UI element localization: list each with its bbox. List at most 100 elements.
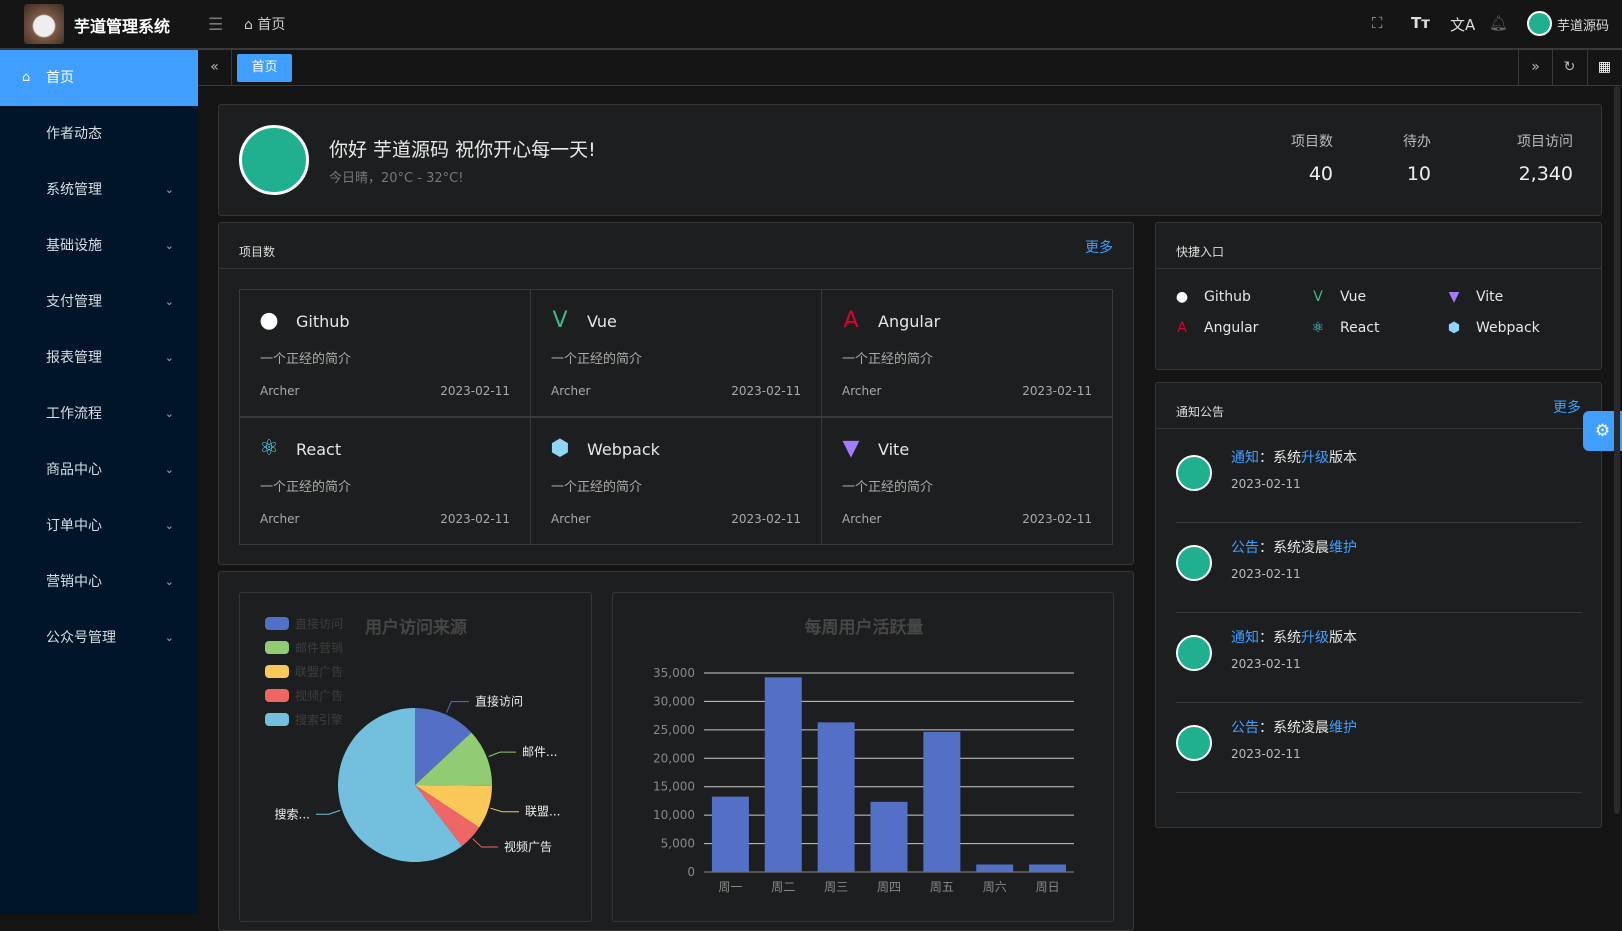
notice-text: 版本	[1329, 630, 1357, 646]
notice-text: 系统	[1273, 450, 1301, 466]
grid-menu-icon[interactable]: ▦	[1587, 50, 1621, 85]
vue-icon: V	[1313, 289, 1323, 305]
stat-value: 2,340	[1518, 163, 1573, 185]
sidebar-item[interactable]: 订单中心 ⌄	[0, 498, 198, 554]
react-icon: ⚛	[259, 436, 279, 461]
shortcut-link[interactable]: ▼ Vite	[1444, 289, 1504, 305]
scroll-right-icon[interactable]: »	[1518, 50, 1552, 85]
project-name: React	[296, 440, 342, 459]
chevron-down-icon: ⌄	[164, 631, 174, 644]
menu-fold-icon[interactable]: ☰	[208, 15, 224, 35]
notice-text: 系统凌晨	[1273, 540, 1329, 556]
bar	[976, 864, 1014, 872]
shortcut-link[interactable]: ● Github	[1172, 289, 1251, 305]
notice-title[interactable]: 公告：系统凌晨维护	[1231, 537, 1357, 557]
notice-item[interactable]: 通知：系统升级版本 2023-02-11	[1176, 613, 1582, 703]
chart-title: 用户访问来源	[365, 617, 467, 638]
stat-label: 待办	[1403, 134, 1431, 150]
notice-title[interactable]: 通知：系统升级版本	[1231, 627, 1357, 647]
notice-item[interactable]: 通知：系统升级版本 2023-02-11	[1176, 433, 1582, 523]
bar-chart: 每周用户活跃量 0 5,000 10,000 15,000 20,000 25,000 30,…	[653, 617, 1074, 894]
react-icon: ⚛	[1311, 320, 1325, 336]
bar	[764, 677, 802, 872]
sidebar-item[interactable]: 商品中心 ⌄	[0, 442, 198, 498]
notice-highlight: 升级	[1301, 630, 1329, 646]
sidebar-item[interactable]: 支付管理 ⌄	[0, 274, 198, 330]
username[interactable]: 芋道源码	[1557, 19, 1610, 34]
shortcut-label: Vite	[1476, 289, 1504, 305]
x-tick-label: 周四	[877, 880, 901, 894]
project-name: Vue	[587, 312, 617, 331]
legend-swatch	[265, 689, 289, 702]
stat-value: 40	[1308, 163, 1333, 185]
shortcut-link[interactable]: ⚛ React	[1308, 320, 1380, 336]
legend-swatch	[265, 665, 289, 678]
project-item[interactable]: ⬢ Webpack 一个正经的简介 Archer 2023-02-11	[530, 417, 822, 545]
translate-icon[interactable]: 文A	[1450, 16, 1476, 34]
notice-date: 2023-02-11	[1231, 477, 1301, 491]
stat-projects: 项目数 40	[1291, 131, 1333, 185]
notice-date: 2023-02-11	[1231, 747, 1301, 761]
project-item[interactable]: ▼ Vite 一个正经的简介 Archer 2023-02-11	[821, 417, 1113, 545]
breadcrumb-item[interactable]: 首页	[257, 17, 286, 33]
separator: ：	[1259, 720, 1273, 736]
chevron-down-icon: ⌄	[164, 351, 174, 364]
y-tick-label: 15,000	[653, 780, 695, 794]
sidebar-item[interactable]: 工作流程 ⌄	[0, 386, 198, 442]
sidebar-item[interactable]: 系统管理 ⌄	[0, 162, 198, 218]
project-date: 2023-02-11	[1022, 384, 1092, 398]
sidebar-item[interactable]: 基础设施 ⌄	[0, 218, 198, 274]
breadcrumb[interactable]: ⌂ 首页	[244, 14, 285, 34]
charts-card: 用户访问来源 直接访问 邮件营销 联盟广告 视频广告 搜索引擎 直接访问 邮件... 联盟...…	[218, 571, 1134, 931]
x-tick-label: 周二	[771, 880, 795, 894]
notice-type: 通知	[1231, 450, 1259, 466]
project-date: 2023-02-11	[440, 512, 510, 526]
project-item[interactable]: A Angular 一个正经的简介 Archer 2023-02-11	[821, 289, 1113, 417]
notice-item[interactable]: 公告：系统凌晨维护 2023-02-11	[1176, 703, 1582, 793]
refresh-icon[interactable]: ↻	[1552, 50, 1586, 85]
sidebar-item-label: 系统管理	[46, 182, 102, 198]
sidebar-item[interactable]: 公众号管理 ⌄	[0, 610, 198, 666]
notice-highlight: 维护	[1329, 720, 1357, 736]
project-item[interactable]: V Vue 一个正经的简介 Archer 2023-02-11	[530, 289, 822, 417]
card-header: 通知公告 更多	[1156, 383, 1601, 429]
scroll-left-icon[interactable]: «	[198, 50, 232, 85]
notice-text: 系统凌晨	[1273, 720, 1329, 736]
fullscreen-icon[interactable]: ⛶	[1372, 14, 1383, 32]
welcome-card: 你好 芋道源码 祝你开心每一天! 今日晴，20°C - 32°C! 项目数 40 …	[218, 104, 1602, 216]
tab-home[interactable]: 首页	[237, 54, 292, 82]
scrollbar[interactable]	[1614, 86, 1620, 814]
shortcut-link[interactable]: V Vue	[1308, 289, 1366, 305]
sidebar-item[interactable]: 营销中心 ⌄	[0, 554, 198, 610]
project-desc: 一个正经的简介	[260, 480, 352, 495]
shortcut-link[interactable]: ⬢ Webpack	[1444, 320, 1540, 336]
project-item[interactable]: ● Github 一个正经的简介 Archer 2023-02-11	[239, 289, 531, 417]
label-line	[446, 701, 469, 713]
label-line	[490, 807, 519, 813]
project-item[interactable]: ⚛ React 一个正经的简介 Archer 2023-02-11	[239, 417, 531, 545]
font-size-icon[interactable]: Tт	[1411, 14, 1430, 32]
more-link[interactable]: 更多	[1553, 400, 1581, 416]
chevron-down-icon: ⌄	[164, 575, 174, 588]
bell-icon[interactable]: 🔔︎	[1489, 14, 1509, 32]
notice-title[interactable]: 通知：系统升级版本	[1231, 447, 1357, 467]
user-avatar[interactable]	[1527, 11, 1552, 36]
y-tick-label: 30,000	[653, 694, 695, 708]
card-title: 快捷入口	[1176, 245, 1225, 259]
more-link[interactable]: 更多	[1085, 240, 1113, 256]
notice-title[interactable]: 公告：系统凌晨维护	[1231, 717, 1357, 737]
pie-label: 邮件...	[522, 745, 557, 759]
y-tick-label: 10,000	[653, 808, 695, 822]
shortcut-link[interactable]: A Angular	[1172, 320, 1258, 336]
pie-slice	[415, 785, 480, 847]
notice-date: 2023-02-11	[1231, 657, 1301, 671]
notice-item[interactable]: 公告：系统凌晨维护 2023-02-11	[1176, 523, 1582, 613]
sidebar-item-label: 商品中心	[46, 462, 102, 478]
stat-label: 项目数	[1291, 134, 1333, 150]
sidebar-item[interactable]: 作者动态	[0, 106, 198, 162]
sidebar-item[interactable]: ⌂ 首页	[0, 50, 198, 106]
sidebar-item[interactable]: 报表管理 ⌄	[0, 330, 198, 386]
sidebar-item-label: 订单中心	[46, 518, 102, 534]
shortcut-label: Webpack	[1476, 320, 1540, 336]
user-avatar-large	[239, 125, 309, 195]
